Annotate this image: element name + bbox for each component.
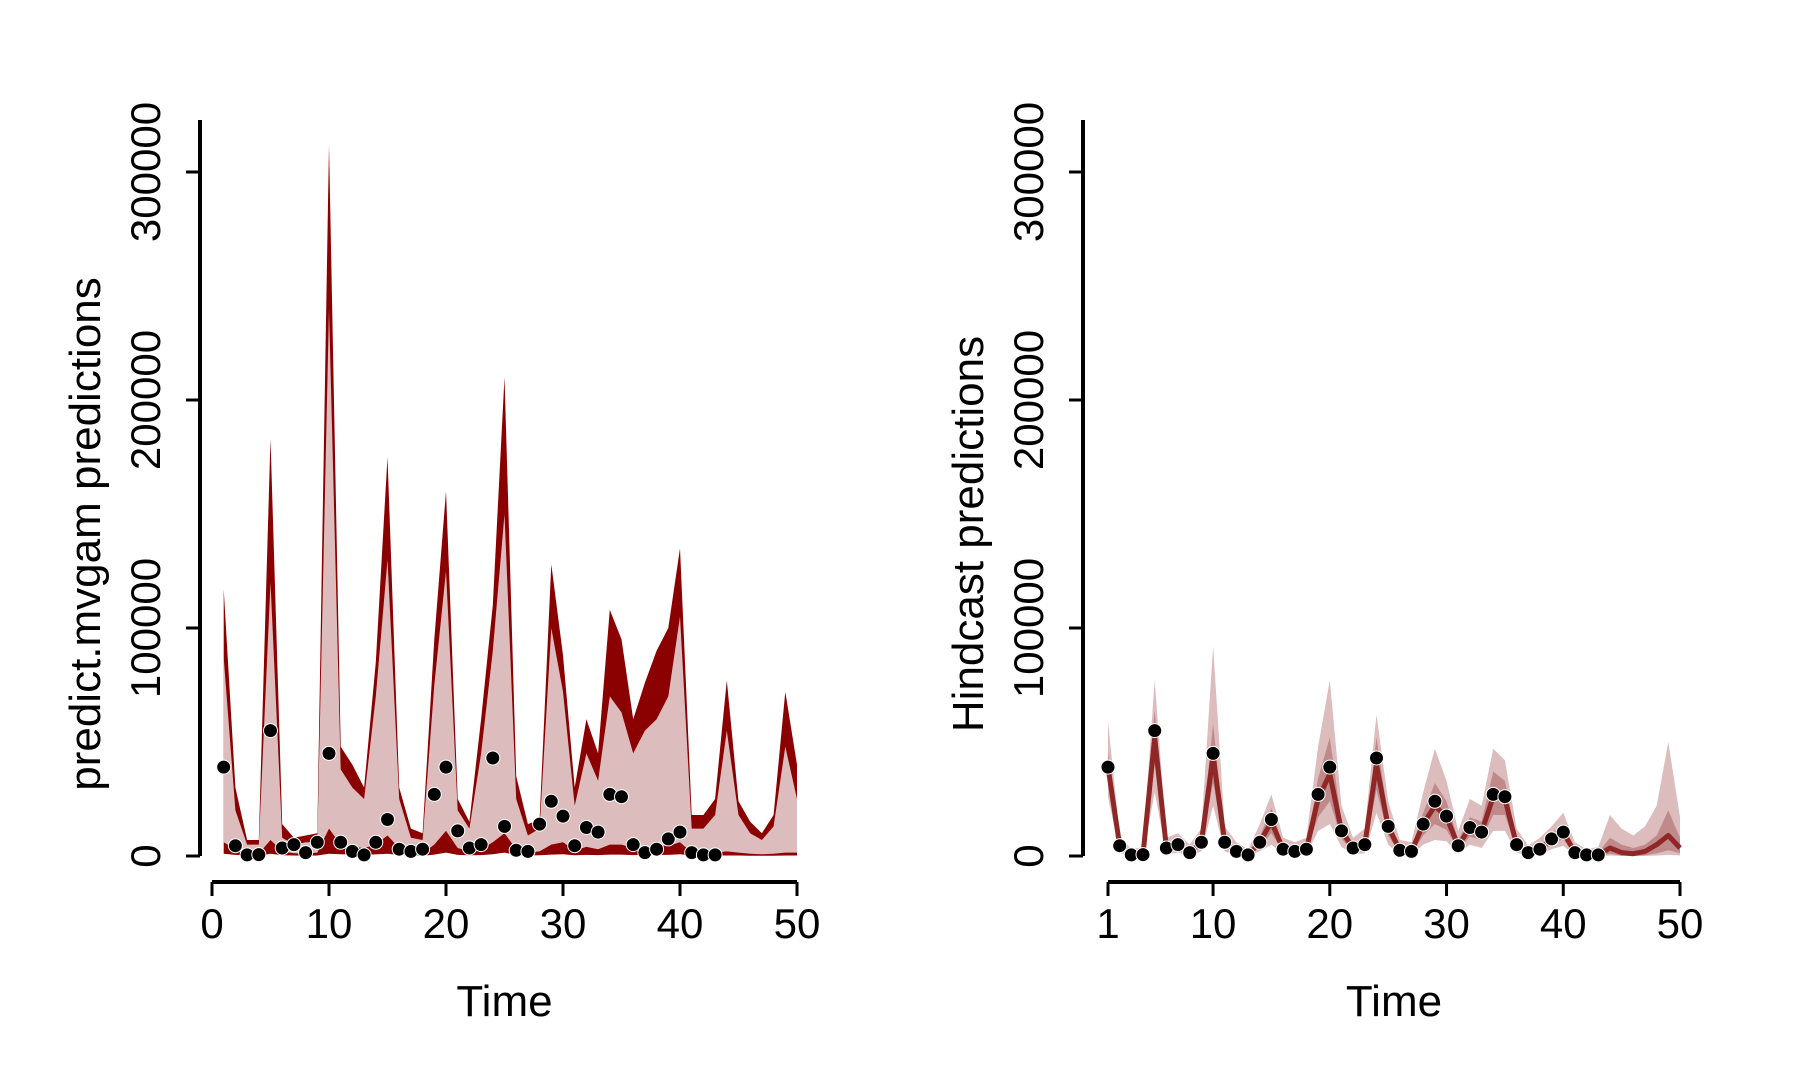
observed-point bbox=[1369, 750, 1384, 766]
observed-point bbox=[286, 837, 302, 853]
x-tick-label: 40 bbox=[657, 900, 704, 947]
observed-point bbox=[1450, 838, 1466, 854]
panel-left: 0 10 20 30 40 50 0 100000 200000 300000 Time predic… bbox=[61, 102, 820, 1026]
x-tick-label: 10 bbox=[306, 900, 353, 947]
observed-point bbox=[520, 843, 536, 859]
observed-point bbox=[263, 723, 278, 739]
observed-point bbox=[1380, 818, 1396, 834]
y-tick-label: 0 bbox=[1005, 844, 1052, 867]
x-tick-label: 0 bbox=[200, 900, 223, 947]
observed-point bbox=[1217, 834, 1233, 850]
observed-point bbox=[333, 834, 349, 850]
observed-point bbox=[1544, 831, 1560, 847]
observed-point bbox=[625, 837, 641, 853]
observed-point bbox=[216, 759, 232, 775]
observed-point bbox=[1404, 843, 1419, 859]
y-tick-label: 300000 bbox=[1005, 102, 1052, 242]
observed-point bbox=[1112, 838, 1128, 854]
x-tick-label: 40 bbox=[1540, 900, 1587, 947]
y-axis-title: Hindcast predictions bbox=[944, 336, 993, 732]
prediction-band-inner bbox=[223, 308, 797, 855]
observed-point bbox=[380, 812, 395, 827]
observed-point bbox=[1170, 837, 1186, 853]
observed-point bbox=[1100, 759, 1116, 775]
observed-point bbox=[649, 841, 665, 857]
x-tick-label: 10 bbox=[1190, 900, 1237, 947]
observed-point bbox=[1334, 823, 1349, 839]
y-tick-label: 200000 bbox=[1005, 330, 1052, 470]
y-tick-label: 300000 bbox=[122, 102, 169, 242]
x-tick-label: 20 bbox=[1306, 900, 1353, 947]
observed-point bbox=[1497, 789, 1513, 805]
observed-point bbox=[1252, 834, 1268, 850]
observed-point bbox=[309, 834, 325, 850]
x-tick-label: 50 bbox=[774, 900, 821, 947]
observed-point bbox=[1310, 786, 1326, 802]
observed-point bbox=[473, 837, 489, 853]
x-tick-label: 50 bbox=[1657, 900, 1704, 947]
observed-point bbox=[227, 838, 243, 854]
observed-point bbox=[1357, 837, 1373, 853]
observed-point bbox=[1147, 723, 1163, 739]
observed-point bbox=[485, 750, 501, 766]
observed-point bbox=[1193, 834, 1209, 850]
observed-point bbox=[1298, 841, 1314, 857]
observed-point bbox=[438, 759, 454, 775]
observed-point bbox=[1439, 808, 1454, 824]
observed-point bbox=[590, 824, 606, 840]
observed-point bbox=[321, 745, 337, 761]
observed-point bbox=[497, 818, 512, 834]
hindcast-median-line bbox=[1105, 734, 1682, 858]
observed-point bbox=[1427, 793, 1443, 809]
observed-point bbox=[450, 823, 466, 839]
observed-point bbox=[707, 847, 723, 863]
y-tick-label: 200000 bbox=[122, 330, 169, 470]
observed-point bbox=[543, 793, 559, 809]
observed-point bbox=[1263, 812, 1279, 827]
y-axis-title: predict.mvgam predictions bbox=[61, 277, 110, 791]
prediction-band-outer bbox=[223, 144, 797, 856]
observed-point bbox=[555, 808, 571, 824]
observed-point bbox=[567, 838, 583, 854]
observed-point bbox=[298, 845, 314, 861]
observed-point bbox=[1509, 837, 1525, 853]
observed-point bbox=[1532, 841, 1548, 857]
observed-point bbox=[1182, 845, 1198, 861]
observed-point bbox=[1240, 847, 1256, 863]
y-tick-label: 100000 bbox=[122, 558, 169, 698]
observed-point bbox=[1205, 745, 1221, 761]
observed-point bbox=[1415, 816, 1431, 832]
y-tick-label: 100000 bbox=[1005, 558, 1052, 698]
x-axis-title: Time bbox=[456, 977, 552, 1026]
observed-point bbox=[368, 834, 384, 850]
observed-point bbox=[356, 847, 372, 863]
observed-point bbox=[614, 789, 629, 805]
observed-point bbox=[672, 824, 688, 840]
observed-point bbox=[660, 831, 676, 847]
observed-point bbox=[426, 786, 442, 802]
x-tick-label: 20 bbox=[423, 900, 470, 947]
panel-right: 1 10 20 30 40 50 0 100000 200000 300000 Time Hindca… bbox=[944, 102, 1703, 1026]
observed-point bbox=[415, 841, 431, 857]
x-tick-label: 30 bbox=[540, 900, 587, 947]
x-tick-label: 30 bbox=[1423, 900, 1470, 947]
x-axis-title: Time bbox=[1346, 977, 1442, 1026]
observed-point bbox=[1474, 824, 1490, 840]
observed-point bbox=[532, 816, 548, 832]
observed-point bbox=[1555, 824, 1571, 840]
observed-point bbox=[1322, 759, 1338, 775]
x-tick-label: 1 bbox=[1096, 900, 1119, 947]
y-tick-label: 0 bbox=[122, 844, 169, 867]
observed-point bbox=[1590, 847, 1606, 863]
observed-point bbox=[1135, 847, 1151, 863]
observed-point bbox=[251, 847, 267, 863]
